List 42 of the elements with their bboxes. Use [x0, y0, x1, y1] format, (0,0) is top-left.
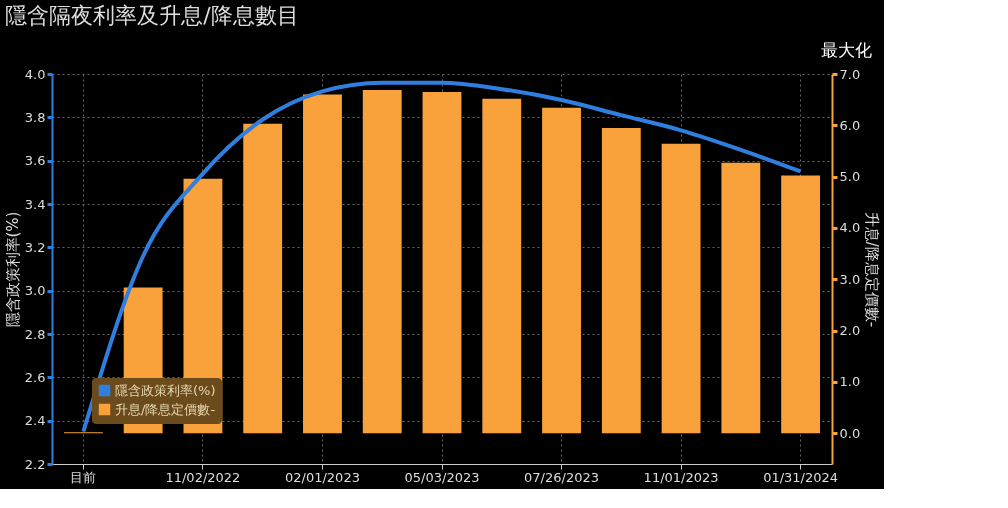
legend-label: 升息/降息定價數-: [115, 401, 216, 417]
y-tick-label: 2.8: [24, 326, 46, 342]
x-tick-label: 11/01/2023: [643, 469, 719, 485]
x-tick-label: 01/31/2024: [763, 469, 839, 485]
legend-label: 隱含政策利率(%): [115, 382, 216, 398]
y-axis-title: 隱含政策利率(%): [3, 211, 22, 328]
bar: [303, 94, 342, 434]
bar: [781, 175, 821, 434]
y2-tick-label: 4.0: [839, 220, 861, 236]
y2-tick-label: 2.0: [839, 323, 861, 339]
y2-tick-label: 6.0: [839, 117, 861, 133]
x-tick-label: 05/03/2023: [404, 469, 480, 485]
line-series: [81, 80, 803, 434]
y-tick-label: 2.2: [24, 456, 46, 472]
y-tick-label: 4.0: [24, 66, 46, 82]
y-tick-label: 3.2: [24, 239, 46, 255]
y-tick-label: 3.4: [24, 196, 46, 212]
bar: [601, 127, 641, 434]
x-tick-label: 07/26/2023: [524, 469, 600, 485]
y-tick-label: 2.6: [24, 369, 46, 385]
y2-tick-label: 0.0: [839, 425, 861, 441]
y-tick-label: 2.4: [24, 413, 46, 429]
bar: [482, 98, 522, 434]
y2-tick-label: 7.0: [839, 66, 861, 82]
x-tick-label: 02/01/2023: [284, 469, 360, 485]
bar: [661, 143, 701, 434]
x-tick-label: 11/02/2022: [165, 469, 241, 485]
y-tick-label: 3.0: [24, 283, 46, 299]
bar: [542, 107, 581, 434]
y2-axis-title: 升息/降息定價數-: [863, 211, 882, 328]
y2-tick-label: 1.0: [839, 374, 861, 390]
bar: [243, 123, 283, 434]
y-tick-label: 3.8: [24, 109, 46, 125]
bar: [721, 162, 761, 434]
x-tick-label: 目前: [70, 469, 97, 485]
bar: [422, 91, 462, 434]
y2-tick-label: 5.0: [839, 169, 861, 185]
bar: [362, 89, 402, 434]
y2-tick-label: 3.0: [839, 271, 861, 287]
text: 最大化: [821, 40, 872, 60]
chart-title: 隱含隔夜利率及升息/降息數目: [5, 3, 299, 28]
y-tick-label: 3.6: [24, 153, 46, 169]
